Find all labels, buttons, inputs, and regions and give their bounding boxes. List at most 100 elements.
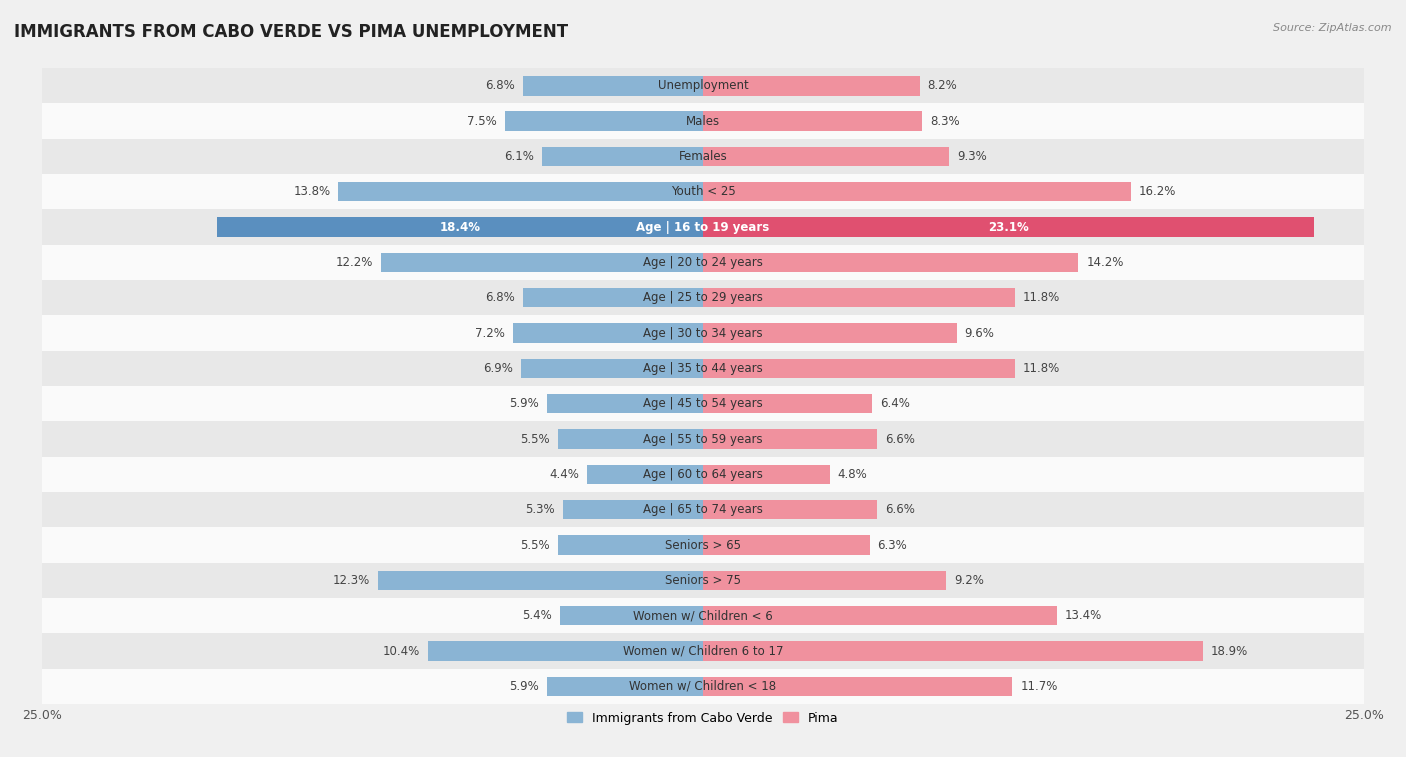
Text: Age | 30 to 34 years: Age | 30 to 34 years [643,326,763,340]
Bar [541,147,703,166]
Bar [703,571,946,590]
Bar [703,677,1012,696]
Bar [703,253,1078,272]
Text: Unemployment: Unemployment [658,79,748,92]
Text: 5.5%: 5.5% [520,432,550,446]
Text: 12.2%: 12.2% [335,256,373,269]
Bar [42,316,1364,350]
Text: Women w/ Children 6 to 17: Women w/ Children 6 to 17 [623,644,783,658]
Text: IMMIGRANTS FROM CABO VERDE VS PIMA UNEMPLOYMENT: IMMIGRANTS FROM CABO VERDE VS PIMA UNEMP… [14,23,568,41]
Text: 16.2%: 16.2% [1139,185,1177,198]
Bar [703,535,869,555]
Bar [560,606,703,625]
Text: Seniors > 65: Seniors > 65 [665,538,741,552]
Bar [703,394,872,413]
Bar [562,500,703,519]
Bar [42,422,1364,456]
Bar [703,429,877,449]
Bar [42,280,1364,316]
Text: 5.9%: 5.9% [509,680,538,693]
Legend: Immigrants from Cabo Verde, Pima: Immigrants from Cabo Verde, Pima [562,706,844,730]
Bar [523,76,703,95]
Bar [42,139,1364,174]
Bar [703,500,877,519]
Text: Women w/ Children < 6: Women w/ Children < 6 [633,609,773,622]
Bar [42,104,1364,139]
Bar [703,288,1015,307]
Text: 6.6%: 6.6% [886,432,915,446]
Text: 12.3%: 12.3% [333,574,370,587]
Text: Source: ZipAtlas.com: Source: ZipAtlas.com [1274,23,1392,33]
Bar [703,606,1057,625]
Text: 6.1%: 6.1% [503,150,534,163]
Text: 10.4%: 10.4% [382,644,420,658]
Text: Age | 55 to 59 years: Age | 55 to 59 years [643,432,763,446]
Bar [42,562,1364,598]
Text: 13.4%: 13.4% [1066,609,1102,622]
Bar [217,217,703,237]
Bar [42,528,1364,562]
Bar [513,323,703,343]
Bar [547,394,703,413]
Text: 4.8%: 4.8% [838,468,868,481]
Text: Males: Males [686,114,720,128]
Bar [703,147,949,166]
Text: Age | 20 to 24 years: Age | 20 to 24 years [643,256,763,269]
Text: 13.8%: 13.8% [294,185,330,198]
Text: Age | 65 to 74 years: Age | 65 to 74 years [643,503,763,516]
Text: 9.2%: 9.2% [955,574,984,587]
Text: 7.2%: 7.2% [475,326,505,340]
Text: 18.9%: 18.9% [1211,644,1247,658]
Text: 14.2%: 14.2% [1087,256,1123,269]
Bar [378,571,703,590]
Bar [42,68,1364,104]
Text: 7.5%: 7.5% [467,114,496,128]
Bar [505,111,703,131]
Bar [703,111,922,131]
Bar [42,634,1364,668]
Bar [42,210,1364,245]
Bar [520,359,703,378]
Text: 6.9%: 6.9% [482,362,513,375]
Bar [703,182,1132,201]
Text: 11.8%: 11.8% [1022,291,1060,304]
Bar [42,245,1364,280]
Text: 5.3%: 5.3% [526,503,555,516]
Text: 18.4%: 18.4% [439,220,481,234]
Bar [558,535,703,555]
Text: 5.9%: 5.9% [509,397,538,410]
Bar [42,492,1364,528]
Text: 11.8%: 11.8% [1022,362,1060,375]
Text: Age | 16 to 19 years: Age | 16 to 19 years [637,220,769,234]
Text: 6.4%: 6.4% [880,397,910,410]
Text: Age | 25 to 29 years: Age | 25 to 29 years [643,291,763,304]
Bar [42,174,1364,210]
Bar [586,465,703,484]
Text: 8.3%: 8.3% [931,114,960,128]
Bar [703,76,920,95]
Bar [703,359,1015,378]
Text: Women w/ Children < 18: Women w/ Children < 18 [630,680,776,693]
Bar [547,677,703,696]
Bar [42,350,1364,386]
Text: 9.3%: 9.3% [956,150,987,163]
Bar [381,253,703,272]
Bar [42,456,1364,492]
Text: Females: Females [679,150,727,163]
Text: Age | 60 to 64 years: Age | 60 to 64 years [643,468,763,481]
Text: 8.2%: 8.2% [928,79,957,92]
Bar [703,323,956,343]
Bar [703,465,830,484]
Text: 5.5%: 5.5% [520,538,550,552]
Bar [427,641,703,661]
Text: 5.4%: 5.4% [523,609,553,622]
Text: 9.6%: 9.6% [965,326,994,340]
Text: Age | 35 to 44 years: Age | 35 to 44 years [643,362,763,375]
Text: Seniors > 75: Seniors > 75 [665,574,741,587]
Text: 6.6%: 6.6% [886,503,915,516]
Bar [42,598,1364,634]
Text: 6.3%: 6.3% [877,538,907,552]
Text: Youth < 25: Youth < 25 [671,185,735,198]
Text: 4.4%: 4.4% [548,468,579,481]
Bar [703,641,1202,661]
